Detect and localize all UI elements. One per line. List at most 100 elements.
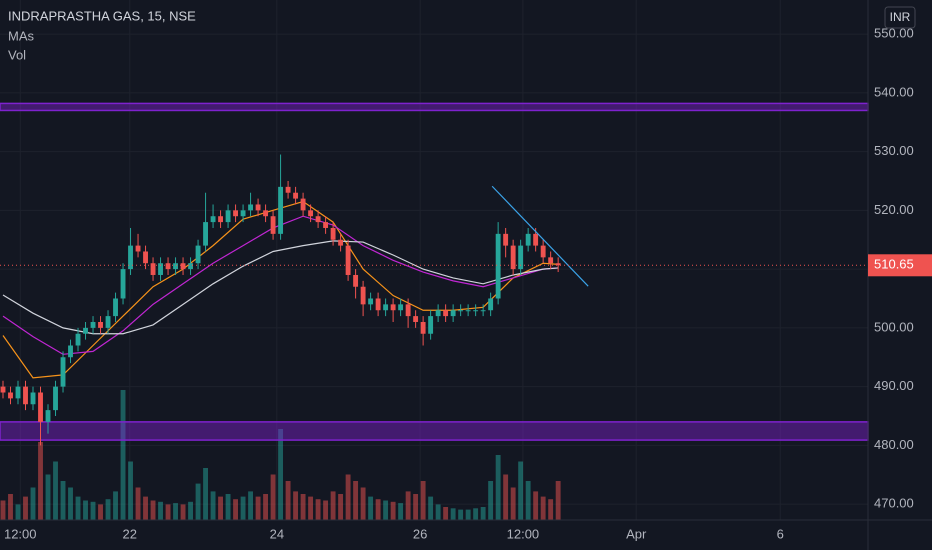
indicator-label: Vol [8,47,26,62]
volume-bar [15,504,21,520]
volume-bar [195,483,201,520]
candle-body [533,233,539,246]
volume-bar [330,491,336,520]
volume-bar [210,491,216,520]
volume-bar [548,499,554,520]
volume-bar [173,503,178,520]
y-tick-label: 500.00 [874,319,914,334]
volume-bar [105,499,111,520]
candle-body [195,245,201,264]
candle-body [128,245,133,270]
y-tick-label: 470.00 [874,496,914,511]
volume-bar [353,481,359,520]
candle-body [255,204,261,211]
volume-bar [435,504,441,520]
candle-body [203,222,208,246]
y-tick-label: 490.00 [874,378,914,393]
moving-average [2,240,559,335]
candles [0,154,561,446]
volume-bar [480,507,486,520]
candle-body [0,386,6,393]
candle-body [548,257,554,264]
volume-bar [98,504,103,520]
volume-bar [413,494,419,520]
volume-bar [510,487,516,520]
volume-bar [45,474,51,520]
zones [0,102,869,441]
x-tick-label: Apr [626,526,647,541]
candle-body [293,192,299,199]
volume-bar [255,496,261,520]
candle-body [218,216,224,223]
volume-pane [0,390,561,520]
volume-bar [383,500,389,520]
candle-body [428,316,434,334]
candle-body [150,263,156,275]
volume-bar [38,442,43,520]
volume-bar [240,496,246,520]
candle-body [165,263,171,270]
candle-body [210,216,216,223]
candle-body [8,392,13,399]
volume-bar [428,496,434,520]
volume-bar [465,509,471,520]
candle-body [375,298,381,311]
candle-body [473,310,479,312]
candle-body [30,392,36,405]
last-price-box [868,254,932,277]
x-tick-label: 12:00 [4,526,37,541]
x-tick-label: 26 [413,526,427,541]
volume-bar [450,508,456,520]
candle-body [540,245,546,258]
volume-bar [270,474,276,520]
chart-title: INDRAPRASTHA GAS, 15, NSE [8,8,196,23]
y-tick-label: 480.00 [874,437,914,452]
volume-bar [285,481,291,520]
volume-bar [338,494,344,520]
currency-box[interactable] [884,6,916,29]
candle-body [60,357,66,387]
candle-body [68,345,73,358]
zone [0,421,869,441]
candle-body [98,321,103,328]
volume-bar [495,455,501,520]
volume-bar [165,504,171,520]
volume-bar [458,509,464,520]
moving-averages [2,200,559,379]
candle-body [278,186,284,234]
candle-body [488,298,494,311]
volume-bar [540,496,546,520]
volume-bar [113,491,118,520]
candle-body [390,304,396,311]
volume-bar [308,496,314,520]
candle-body [23,386,28,405]
volume-bar [555,481,561,520]
candle-body [105,316,111,328]
candle-body [143,251,148,264]
candle-body [353,274,359,287]
candle-body [90,321,96,328]
volume-bar [90,501,96,520]
candle-body [113,298,118,317]
candle-body [75,333,81,346]
candle-body [495,233,501,299]
y-tick-label: 540.00 [874,84,914,99]
candle-body [188,263,193,270]
candle-body [158,263,163,275]
candle-body [368,298,374,305]
volume-bar [233,499,239,520]
indicator-label: MAs [8,28,35,43]
candle-body [413,316,419,322]
volume-bar [0,500,6,520]
volume-bar [150,500,156,520]
candle-body [233,210,239,217]
volume-bar [83,500,88,520]
currency-label[interactable]: INR [890,10,911,24]
volume-bar [120,390,126,520]
candle-body [248,204,254,211]
volume-bar [218,496,224,520]
candle-body [465,310,471,312]
volume-bar [203,468,208,520]
candle-body [53,386,58,411]
